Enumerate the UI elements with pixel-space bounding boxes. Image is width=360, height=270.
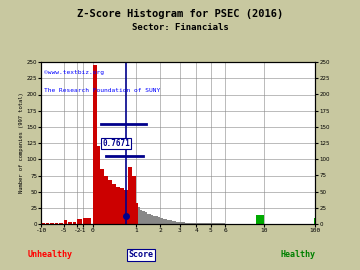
Bar bbox=[174, 221, 176, 224]
Bar bbox=[64, 220, 67, 224]
Bar bbox=[68, 222, 72, 224]
Bar bbox=[59, 223, 63, 224]
Bar bbox=[140, 210, 143, 224]
Bar bbox=[168, 220, 170, 224]
Bar bbox=[160, 218, 162, 224]
Bar bbox=[189, 223, 191, 224]
Bar bbox=[256, 215, 260, 224]
Bar bbox=[162, 218, 163, 224]
Bar bbox=[83, 218, 91, 224]
Bar bbox=[181, 222, 182, 224]
Bar bbox=[185, 223, 186, 224]
Bar bbox=[167, 220, 168, 224]
Bar bbox=[32, 223, 36, 224]
Bar bbox=[112, 184, 116, 224]
Bar bbox=[145, 212, 147, 224]
Text: Healthy: Healthy bbox=[280, 250, 315, 259]
Text: Unhealthy: Unhealthy bbox=[28, 250, 73, 259]
Bar bbox=[128, 167, 132, 224]
Bar bbox=[41, 223, 45, 224]
Bar bbox=[120, 188, 124, 224]
Bar bbox=[260, 215, 264, 224]
Text: 0.7671: 0.7671 bbox=[102, 139, 130, 148]
Bar bbox=[177, 221, 179, 224]
Bar bbox=[93, 65, 96, 224]
Bar bbox=[163, 219, 165, 224]
Bar bbox=[143, 211, 145, 224]
Text: Z-Score Histogram for PSEC (2016): Z-Score Histogram for PSEC (2016) bbox=[77, 9, 283, 19]
Bar bbox=[184, 222, 185, 224]
Bar bbox=[151, 215, 153, 224]
Bar bbox=[73, 221, 76, 224]
Bar bbox=[138, 207, 140, 224]
Text: The Research Foundation of SUNY: The Research Foundation of SUNY bbox=[44, 88, 161, 93]
Bar bbox=[153, 216, 156, 224]
Bar bbox=[191, 223, 193, 224]
Y-axis label: Number of companies (997 total): Number of companies (997 total) bbox=[19, 93, 24, 194]
Text: Sector: Financials: Sector: Financials bbox=[132, 23, 228, 32]
Text: ©www.textbiz.org: ©www.textbiz.org bbox=[44, 70, 104, 75]
Bar bbox=[172, 221, 174, 224]
Bar bbox=[96, 146, 100, 224]
Bar bbox=[188, 223, 189, 224]
Bar bbox=[132, 176, 136, 224]
Text: Score: Score bbox=[129, 250, 153, 259]
Bar bbox=[116, 187, 120, 224]
Bar bbox=[149, 214, 151, 224]
Bar bbox=[176, 221, 177, 224]
Bar bbox=[156, 216, 158, 224]
Bar bbox=[104, 176, 108, 224]
Bar bbox=[179, 222, 181, 224]
Bar bbox=[77, 219, 82, 224]
Bar bbox=[182, 222, 184, 224]
Bar bbox=[158, 217, 160, 224]
Bar bbox=[108, 180, 112, 224]
Bar bbox=[147, 214, 149, 224]
Bar bbox=[124, 190, 128, 224]
Bar bbox=[186, 223, 188, 224]
Bar bbox=[170, 220, 172, 224]
Bar bbox=[193, 223, 194, 224]
Bar bbox=[100, 169, 104, 224]
Bar bbox=[165, 219, 167, 224]
Bar bbox=[136, 203, 138, 224]
